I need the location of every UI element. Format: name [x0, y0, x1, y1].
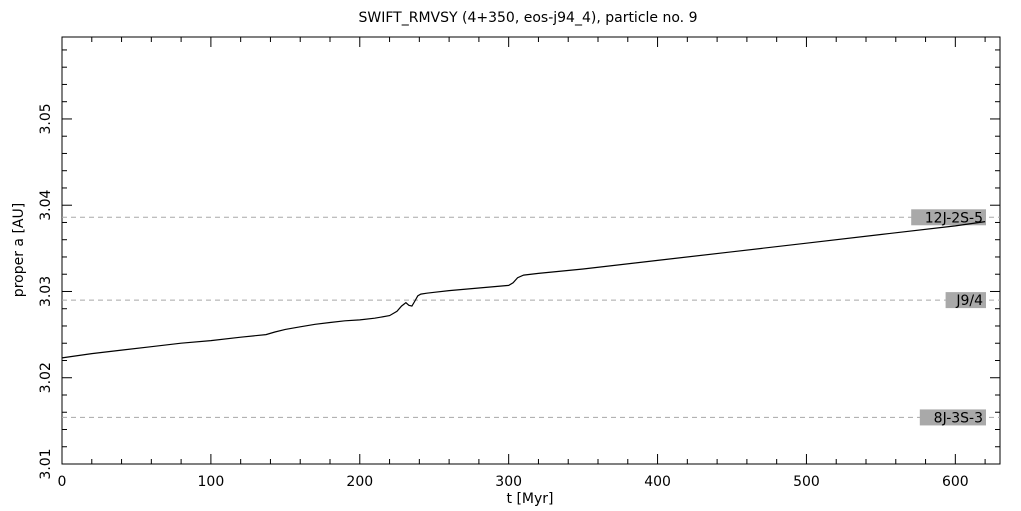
plot-frame — [61, 36, 1001, 465]
resonance-lines: 12J-2S-5 J9/4 8J-3S-3 — [62, 209, 1000, 426]
x-tick-label: 200 — [346, 474, 373, 490]
y-tick-label: 3.03 — [38, 276, 54, 307]
x-tick-label: 0 — [58, 474, 67, 490]
x-axis: 0 100 200 300 400 500 600 — [58, 37, 986, 490]
resonance-label: 12J-2S-5 — [925, 210, 983, 226]
x-tick-label: 500 — [793, 474, 820, 490]
resonance-label-box — [945, 292, 986, 309]
y-tick-label: 3.02 — [38, 362, 54, 393]
y-tick-label: 3.05 — [38, 103, 54, 134]
y-tick-label: 3.01 — [38, 448, 54, 479]
y-axis: 3.01 3.02 3.03 3.04 3.05 — [38, 49, 1000, 480]
resonance-label: J9/4 — [955, 293, 983, 309]
resonance-label: 8J-3S-3 — [934, 410, 983, 426]
x-tick-label: 100 — [198, 474, 225, 490]
chart-title: SWIFT_RMVSY (4+350, eos-j94_4), particle… — [359, 10, 698, 26]
series-line — [61, 221, 986, 359]
resonance-label-box — [919, 409, 986, 426]
resonance-label-box — [911, 209, 986, 226]
y-tick-label: 3.04 — [38, 190, 54, 221]
x-axis-label: t [Myr] — [507, 491, 554, 507]
x-tick-label: 600 — [942, 474, 969, 490]
x-tick-label: 400 — [644, 474, 671, 490]
y-axis-label: proper a [AU] — [11, 203, 27, 297]
x-tick-label: 300 — [495, 474, 522, 490]
